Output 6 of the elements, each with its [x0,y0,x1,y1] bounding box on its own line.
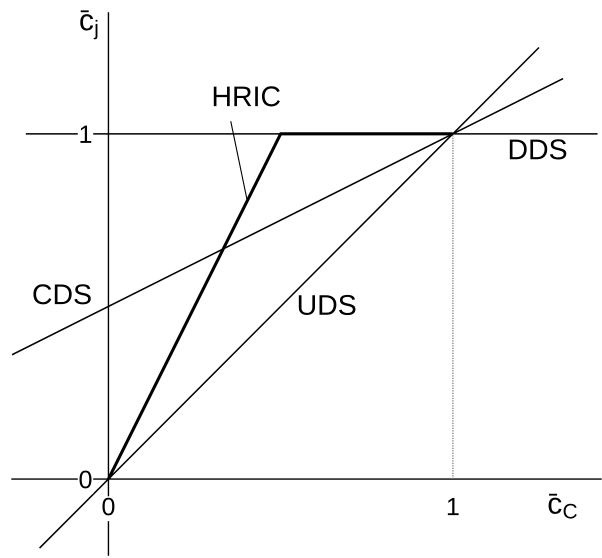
series-label: UDS [298,294,356,316]
series-label: DDS [510,139,566,160]
series-label: HRIC [214,86,280,106]
x-axis-title: c̄$_{C}$ [548,494,577,519]
series-label: CDS [33,284,91,304]
y-axis-title: c̄$_{j}$ [80,10,98,40]
